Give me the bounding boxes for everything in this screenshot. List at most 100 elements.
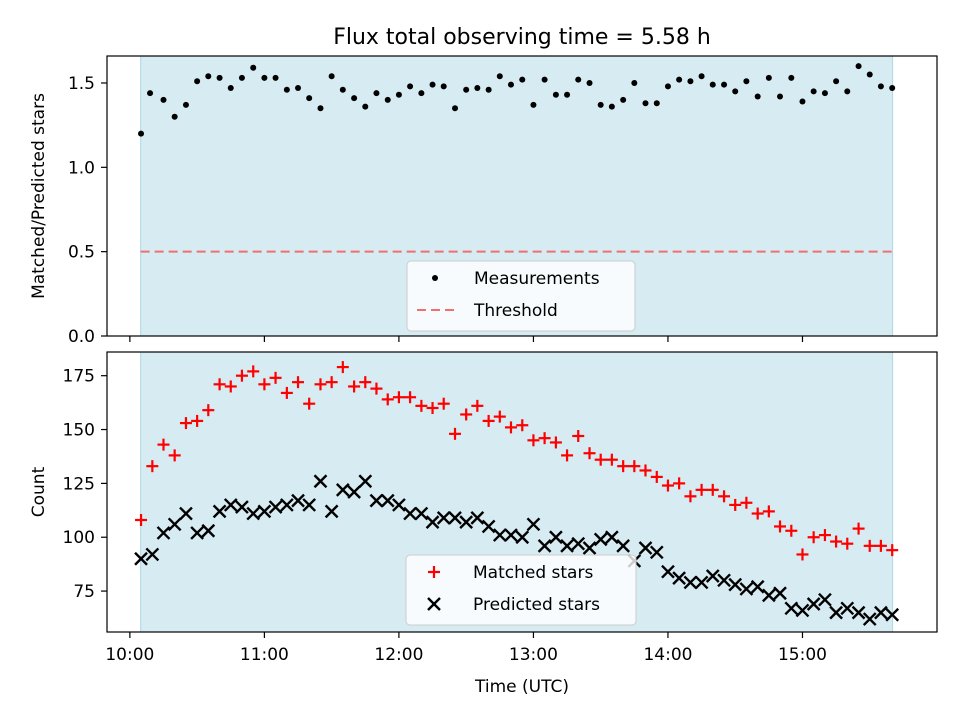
predicted-star-point: [448, 510, 462, 525]
matched-star-point: [202, 404, 215, 417]
measurement-point: [227, 85, 234, 92]
predicted-marker-b: [840, 601, 855, 616]
predicted-star-point: [683, 575, 698, 590]
predicted-marker-b: [504, 528, 518, 542]
predicted-star-point: [582, 541, 597, 555]
predicted-marker-b: [571, 536, 586, 551]
predicted-star-point: [414, 506, 429, 521]
matched-star-point: [493, 410, 506, 423]
legend-box: [406, 260, 636, 332]
y-tick-label: 75: [73, 582, 95, 602]
predicted-star-point: [481, 519, 496, 534]
measurement-point: [205, 73, 212, 80]
predicted-marker-b: [335, 482, 350, 497]
legend-label: Matched stars: [473, 563, 593, 583]
predicted-star-point: [324, 504, 339, 519]
predicted-marker-b: [212, 504, 227, 519]
measurement-point: [777, 93, 784, 100]
matched-star-point: [706, 483, 719, 496]
measurement-point: [709, 81, 716, 88]
matched-star-point: [336, 361, 349, 374]
measurement-point: [138, 130, 145, 137]
matched-star-point: [280, 386, 293, 399]
matched-star-point: [482, 414, 495, 427]
predicted-star-point: [616, 538, 631, 553]
predicted-marker-b: [829, 605, 843, 620]
matched-star-point: [762, 505, 775, 518]
measurement-point: [866, 71, 873, 78]
matched-star-point: [504, 421, 517, 434]
measurement-point: [272, 74, 279, 81]
matched-star-point: [135, 514, 148, 526]
matched-star-point: [168, 449, 181, 462]
measurement-point: [182, 101, 189, 108]
predicted-star-point: [851, 605, 866, 620]
predicted-star-point: [526, 517, 541, 532]
matched-star-point: [404, 391, 417, 404]
legend-label: Predicted stars: [473, 595, 600, 615]
predicted-marker-b: [380, 493, 395, 508]
predicted-marker-b: [167, 517, 182, 532]
matched-star-point: [426, 402, 439, 414]
matched-star-point: [269, 371, 282, 384]
top-panel: 0.0 0.5 1.0 1.5 Matched/Predicted stars Measu…: [29, 55, 938, 347]
measurement-point: [160, 96, 167, 103]
predicted-star-point: [179, 506, 193, 521]
predicted-star-point: [335, 482, 350, 497]
predicted-marker-b: [145, 547, 160, 562]
predicted-star-point: [167, 517, 182, 532]
predicted-star-point: [862, 612, 877, 626]
matched-star-point: [650, 470, 663, 483]
predicted-marker-b: [549, 530, 563, 545]
matched-star-point: [527, 434, 540, 447]
matched-star-point: [258, 378, 271, 391]
measurement-point: [833, 78, 840, 85]
measurement-point: [631, 79, 638, 86]
matched-star-point: [415, 399, 428, 412]
matched-star-point: [583, 447, 596, 460]
predicted-marker-b: [302, 498, 317, 512]
measurement-point: [395, 91, 402, 98]
predicted-star-point: [829, 605, 843, 620]
predicted-marker-b: [190, 526, 204, 540]
measurement-point: [664, 83, 671, 90]
matched-star-point: [796, 548, 809, 561]
predicted-star-point: [885, 607, 900, 622]
legend: Matched stars Predicted stars: [405, 554, 637, 626]
predicted-marker-b: [134, 551, 148, 566]
measurement-point: [362, 103, 369, 110]
bottom-panel: 75 100 125 150 175 10:00 11:00 12:00 13:00 14:00 1…: [29, 351, 938, 697]
measurement-point: [743, 78, 750, 85]
predicted-marker-b: [661, 564, 675, 579]
predicted-marker-b: [414, 506, 429, 521]
matched-star-point: [774, 520, 787, 533]
matched-star-point: [292, 376, 305, 389]
matched-star-point: [348, 380, 361, 393]
measurement-point: [440, 83, 447, 90]
predicted-marker-b: [728, 577, 743, 592]
measurement-point: [821, 90, 828, 97]
measurement-point: [485, 86, 492, 93]
predicted-marker-b: [448, 510, 462, 525]
measurement-point: [530, 101, 537, 108]
predicted-marker-b: [403, 506, 417, 521]
predicted-marker-b: [425, 515, 440, 530]
predicted-star-point: [694, 575, 709, 590]
measurement-point: [171, 113, 178, 120]
predicted-marker-b: [862, 612, 877, 626]
measurement-point: [147, 90, 154, 97]
matched-star-point: [695, 483, 708, 496]
matched-star-point: [830, 535, 843, 548]
predicted-marker-b: [223, 498, 238, 512]
matched-star-point: [639, 464, 652, 477]
matched-star-point: [549, 436, 562, 449]
measurement-point: [317, 105, 324, 112]
predicted-marker-b: [291, 493, 305, 508]
predicted-star-point: [291, 493, 305, 508]
predicted-marker-b: [324, 504, 339, 519]
matched-star-point: [684, 490, 697, 503]
predicted-star-point: [145, 547, 160, 562]
predicted-marker-b: [347, 485, 361, 499]
matched-star-point: [841, 537, 854, 550]
